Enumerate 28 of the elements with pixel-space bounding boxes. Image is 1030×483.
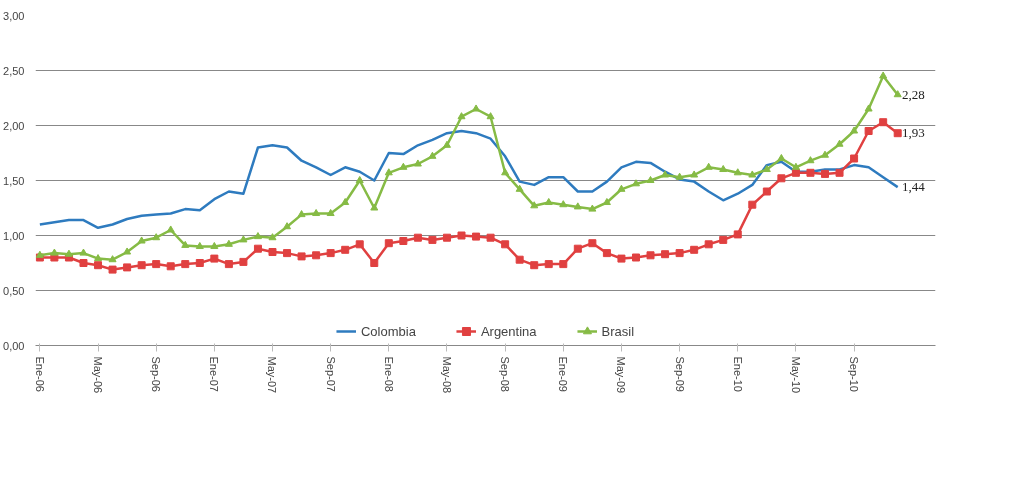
x-tick-label: May-10	[789, 356, 802, 394]
x-tick-label: Ene-09	[557, 356, 570, 392]
x-tick-label: May-06	[92, 356, 105, 394]
y-tick-label: 2,50	[3, 64, 25, 77]
x-tick-label: Ene-06	[33, 356, 46, 392]
x-tick-label: Sep-10	[848, 356, 861, 392]
x-tick-label: May-07	[266, 356, 279, 394]
y-tick-label: 1,50	[3, 174, 25, 187]
legend-label: Argentina	[480, 323, 537, 339]
data-label: 1,93	[902, 125, 925, 141]
data-label: 2,28	[902, 86, 925, 102]
y-tick-label: 1,00	[3, 229, 25, 242]
legend-label: Colombia	[360, 323, 416, 339]
x-tick-label: Ene-08	[382, 356, 395, 392]
x-tick-label: May-09	[615, 356, 628, 394]
x-tick-label: Sep-08	[499, 356, 512, 392]
x-tick-label: Sep-06	[150, 356, 163, 392]
x-tick-label: Sep-07	[324, 356, 337, 392]
y-tick-label: 3,00	[3, 9, 25, 22]
x-tick-label: Ene-07	[208, 356, 221, 392]
x-tick-label: Sep-09	[673, 356, 686, 392]
y-tick-label: 2,00	[3, 119, 25, 132]
y-tick-label: 0,00	[3, 339, 25, 352]
data-label: 1,44	[902, 179, 926, 195]
legend-label: Brasil	[601, 323, 635, 339]
x-tick-label: May-08	[440, 356, 453, 394]
x-tick-label: Ene-10	[731, 356, 744, 392]
y-tick-label: 0,50	[3, 284, 25, 297]
